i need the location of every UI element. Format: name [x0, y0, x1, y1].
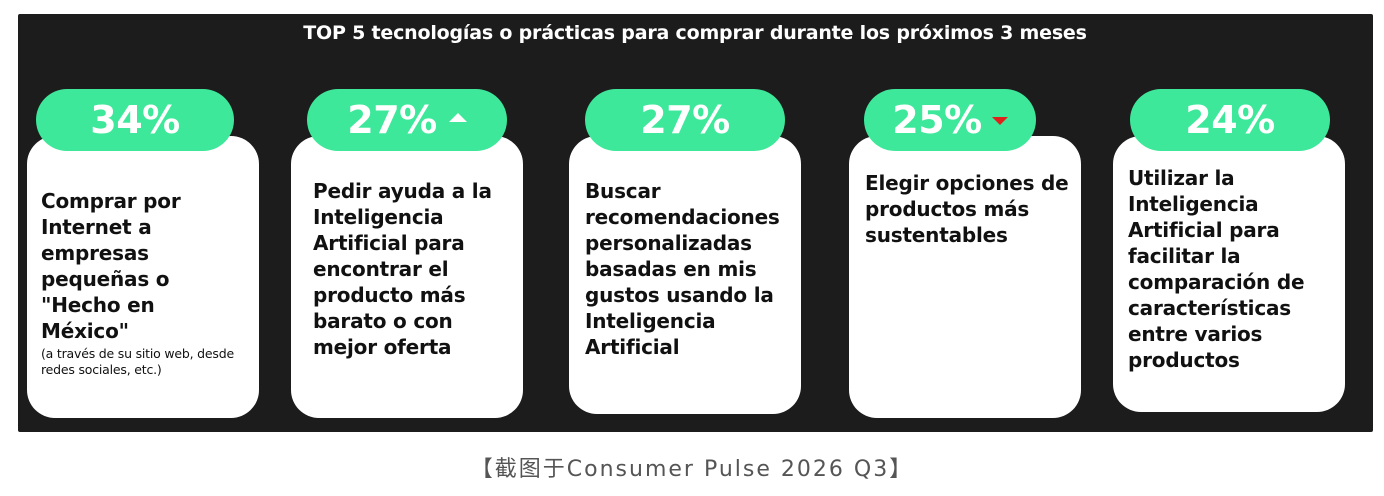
- practice-card-1: Comprar por Internet a empresas pequeñas…: [27, 136, 259, 418]
- practice-card-2-text: Pedir ayuda a la Inteligencia Artificial…: [313, 179, 492, 359]
- practice-card-5-text: Utilizar la Inteligencia Artificial para…: [1128, 166, 1305, 372]
- practice-card-4-percentage-value: 25%: [892, 98, 982, 142]
- practice-card-4-percentage: 25%: [864, 89, 1036, 151]
- practice-card-2: Pedir ayuda a la Inteligencia Artificial…: [291, 136, 523, 418]
- practice-card-5: Utilizar la Inteligencia Artificial para…: [1113, 136, 1345, 412]
- trend-up-icon: [448, 112, 467, 122]
- practice-card-1-percentage: 34%: [36, 89, 234, 151]
- practice-card-3-percentage: 27%: [585, 89, 785, 151]
- screenshot-caption: 【截图于Consumer Pulse 2026 Q3】: [470, 457, 914, 482]
- practice-card-2-percentage: 27%: [307, 89, 507, 151]
- practice-card-1-text: Comprar por Internet a empresas pequeñas…: [41, 189, 181, 343]
- practice-card-3-percentage-value: 27%: [640, 98, 730, 142]
- trend-down-icon: [991, 117, 1008, 125]
- practice-card-3: Buscar recomendaciones personalizadas ba…: [569, 136, 801, 414]
- practice-card-3-text: Buscar recomendaciones personalizadas ba…: [585, 179, 780, 359]
- practice-card-1-text-wrap: Comprar por Internet a empresas pequeñas…: [41, 188, 249, 378]
- practice-card-1-percentage-value: 34%: [90, 98, 180, 142]
- practice-card-5-percentage: 24%: [1130, 89, 1330, 151]
- practice-card-5-percentage-value: 24%: [1185, 98, 1275, 142]
- practice-card-2-percentage-value: 27%: [347, 98, 437, 142]
- infographic-title: TOP 5 tecnologías o prácticas para compr…: [303, 22, 1087, 44]
- practice-card-4-text: Elegir opciones de productos más sustent…: [865, 171, 1069, 247]
- practice-card-4: Elegir opciones de productos más sustent…: [849, 136, 1081, 418]
- practice-card-1-note: (a través de su sitio web, desde redes s…: [41, 346, 234, 377]
